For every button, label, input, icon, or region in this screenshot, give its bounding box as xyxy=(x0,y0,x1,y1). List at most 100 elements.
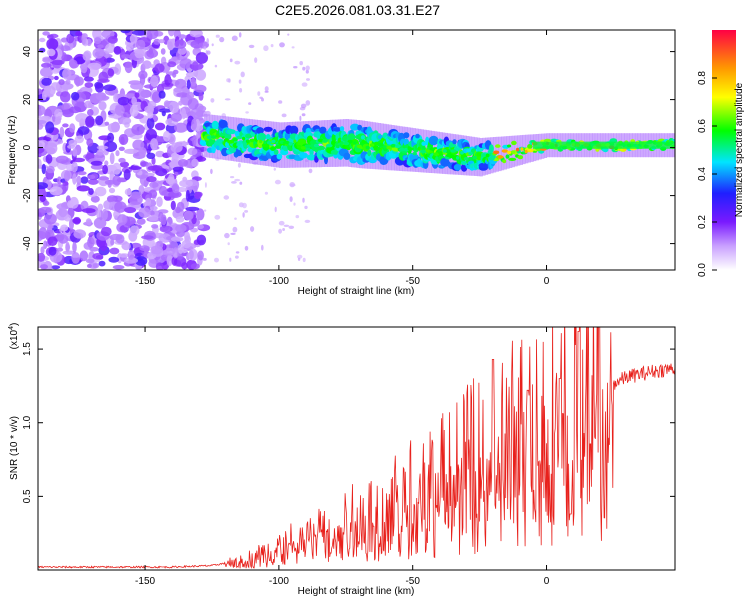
noise-blob xyxy=(264,90,269,93)
noise-blob xyxy=(188,248,198,261)
noise-blob xyxy=(46,48,56,57)
noise-blob xyxy=(97,203,104,211)
signal-blob xyxy=(452,139,457,145)
signal-blob xyxy=(453,164,462,171)
noise-blob xyxy=(191,61,199,72)
noise-blob xyxy=(74,135,84,144)
signal-core xyxy=(425,149,430,153)
noise-blob xyxy=(302,197,305,203)
noise-blob xyxy=(264,191,268,195)
noise-blob xyxy=(161,110,166,117)
noise-blob xyxy=(283,224,290,227)
noise-blob xyxy=(129,34,138,44)
noise-blob xyxy=(245,111,249,114)
noise-blob xyxy=(54,108,63,120)
noise-blob xyxy=(109,152,115,165)
noise-blob xyxy=(55,232,65,242)
noise-blob xyxy=(170,142,183,153)
noise-blob xyxy=(69,59,78,69)
colorbar-tick-label: 0.4 xyxy=(697,167,708,181)
noise-blob xyxy=(59,126,65,138)
noise-blob xyxy=(159,225,173,233)
noise-blob xyxy=(114,201,127,213)
y-tick-label: 40 xyxy=(22,46,33,58)
signal-halo xyxy=(501,136,505,171)
signal-blob xyxy=(289,125,299,135)
noise-blob xyxy=(177,34,187,39)
noise-blob xyxy=(186,79,191,90)
noise-blob xyxy=(76,175,82,186)
signal-blob xyxy=(256,127,264,135)
colorbar: 0.0 0.2 0.4 0.6 0.8 Normalized spectral ampl… xyxy=(697,30,745,277)
noise-blob xyxy=(107,68,115,77)
noise-blob xyxy=(194,192,202,200)
noise-blob xyxy=(51,59,65,65)
noise-blob xyxy=(106,196,117,202)
signal-blob xyxy=(508,157,517,161)
colorbar-tick-label: 0.2 xyxy=(697,215,708,229)
noise-blob xyxy=(92,48,105,59)
signal-core xyxy=(304,144,311,148)
signal-halo xyxy=(273,121,277,168)
signal-core xyxy=(394,144,401,149)
noise-blob xyxy=(211,43,214,47)
spectrogram-y-label: Frequency (Hz) xyxy=(7,116,18,185)
noise-blob xyxy=(174,78,187,89)
noise-blob xyxy=(173,87,183,93)
noise-blob xyxy=(176,201,185,212)
noise-blob xyxy=(240,71,245,78)
noise-blob xyxy=(49,186,63,196)
signal-tail xyxy=(533,141,675,149)
noise-blob xyxy=(128,166,142,170)
signal-blob xyxy=(367,149,372,157)
noise-blob xyxy=(84,100,94,109)
noise-blob xyxy=(98,176,110,181)
signal-core xyxy=(497,155,504,159)
noise-blob xyxy=(123,169,131,181)
snr-x-label: Height of straight line (km) xyxy=(298,586,415,597)
signal-core xyxy=(263,140,267,145)
signal-blob xyxy=(360,135,365,140)
noise-blob xyxy=(219,36,225,43)
noise-blob xyxy=(67,144,76,149)
noise-blob xyxy=(172,247,179,259)
noise-blob xyxy=(186,91,195,100)
noise-blob xyxy=(69,123,76,133)
signal-halo xyxy=(530,134,534,162)
x-tick-label: -50 xyxy=(405,276,420,287)
noise-blob xyxy=(239,181,243,185)
noise-blob xyxy=(185,71,196,78)
signal-halo xyxy=(238,117,242,163)
noise-blob xyxy=(40,246,45,254)
noise-blob xyxy=(155,150,165,158)
noise-blob xyxy=(177,159,189,167)
y-tick-label: -40 xyxy=(22,236,33,251)
noise-blob xyxy=(87,109,94,117)
signal-core xyxy=(206,135,212,140)
noise-blob xyxy=(304,219,311,223)
noise-blob xyxy=(105,43,116,54)
y-tick-label: 20 xyxy=(22,94,33,106)
noise-blob xyxy=(61,52,67,63)
noise-blob xyxy=(38,37,46,43)
noise-blob xyxy=(305,65,310,71)
noise-blob xyxy=(257,91,261,96)
signal-blob xyxy=(276,153,283,160)
signal-core xyxy=(476,152,482,157)
noise-blob xyxy=(278,220,285,226)
noise-blob xyxy=(124,207,137,213)
noise-blob xyxy=(71,161,78,173)
noise-blob xyxy=(65,241,70,253)
noise-blob xyxy=(71,91,80,101)
noise-blob xyxy=(88,188,94,195)
spectrogram-x-ticks: -150 -100 -50 0 xyxy=(135,30,550,287)
noise-blob xyxy=(293,66,298,69)
signal-core xyxy=(227,140,235,144)
noise-blob xyxy=(136,218,146,225)
noise-blob xyxy=(56,247,64,252)
noise-blob xyxy=(149,206,158,211)
noise-blob xyxy=(131,96,138,106)
noise-blob xyxy=(80,176,89,184)
snr-y-multiplier: (x104) xyxy=(8,323,20,350)
noise-blob xyxy=(68,139,78,147)
